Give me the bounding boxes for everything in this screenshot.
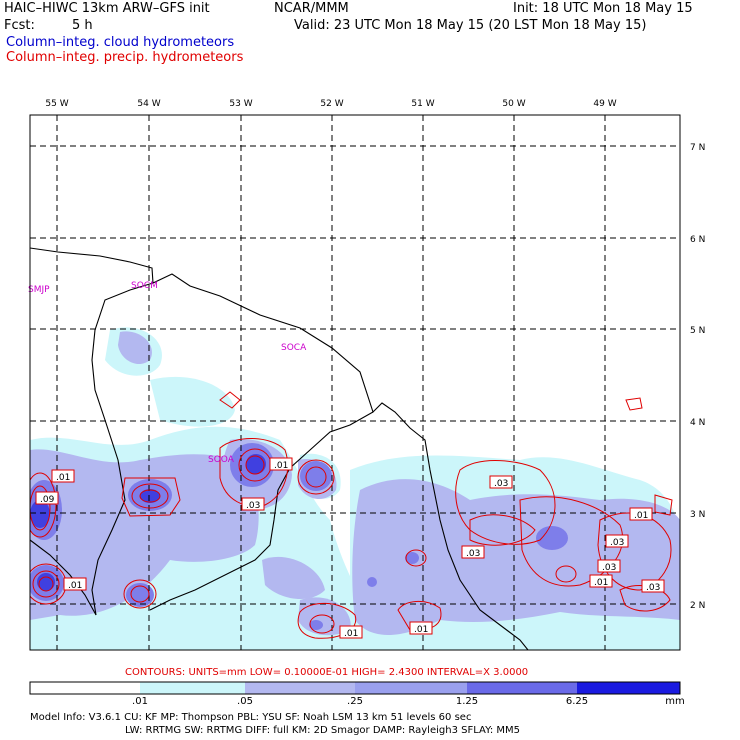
contour-label: .01 [269, 457, 293, 471]
contour-label: .03 [641, 579, 665, 593]
init-time: Init: 18 UTC Mon 18 May 15 [513, 1, 693, 16]
forecast-hour: 5 h [72, 18, 93, 33]
contour-label-text: .01 [68, 581, 82, 591]
contour-labels: .01 .09 .01 .01 .03 .01 .03 .01 .01 .03 … [35, 457, 665, 639]
contour-label-text: .03 [494, 479, 508, 489]
contour-label: .03 [605, 534, 629, 548]
lon-label: 50 W [502, 99, 525, 109]
lat-label: 7 N [690, 143, 705, 153]
station-labels: SMJP SOCM SOCA SOOA [28, 281, 307, 465]
contour-label: .01 [629, 507, 653, 521]
contour-label: .01 [51, 469, 75, 483]
longitude-labels: 55 W 54 W 53 W 52 W 51 W 50 W 49 W [45, 99, 616, 109]
station-socm: SOCM [131, 281, 158, 291]
contour-label: .01 [63, 577, 87, 591]
model-title: HAIC–HIWC 13km ARW–GFS init [4, 1, 210, 16]
contours-info: CONTOURS: UNITS=mm LOW= 0.10000E-01 HIGH… [125, 667, 529, 678]
contour-label-text: .01 [344, 629, 358, 639]
contour-label-text: .09 [40, 495, 55, 505]
model-info-line-2: LW: RRTMG SW: RRTMG DIFF: full KM: 2D Sm… [125, 725, 521, 736]
cloud-field-title: Column–integ. cloud hydrometeors [6, 35, 235, 50]
colorbar-tick: .25 [347, 696, 363, 707]
colorbar-tick: 1.25 [455, 696, 479, 707]
latitude-labels: 7 N 6 N 5 N 4 N 3 N 2 N [690, 143, 705, 611]
lat-label: 5 N [690, 326, 705, 336]
lat-label: 6 N [690, 235, 705, 245]
lon-label: 54 W [137, 99, 160, 109]
colorbar-tick: 6.25 [565, 696, 589, 707]
lon-label: 55 W [45, 99, 68, 109]
filled-hydrometeor-field [30, 327, 680, 650]
contour-label: .03 [489, 475, 513, 489]
valid-time: Valid: 23 UTC Mon 18 May 15 (20 LST Mon … [294, 18, 647, 33]
contour-label: .01 [589, 574, 613, 588]
contour-label: .03 [461, 545, 485, 559]
coastlines [30, 247, 529, 650]
contour-label-text: .01 [414, 625, 428, 635]
contour-label-text: .03 [646, 583, 660, 593]
lon-label: 52 W [320, 99, 343, 109]
lat-label: 4 N [690, 418, 705, 428]
contour-label: .03 [597, 559, 621, 573]
contour-label: .01 [339, 625, 363, 639]
colorbar-tick: .05 [237, 696, 253, 707]
station-smjp: SMJP [28, 285, 50, 295]
lat-label: 2 N [690, 601, 705, 611]
contour-label: .03 [241, 497, 265, 511]
lat-label: 3 N [690, 510, 705, 520]
precip-field-title: Column–integ. precip. hydrometeors [6, 50, 244, 65]
lon-label: 49 W [593, 99, 616, 109]
org-label: NCAR/MMM [274, 1, 349, 16]
colorbar [29, 681, 681, 695]
station-sooa: SOOA [208, 455, 235, 465]
contour-label-text: .03 [602, 563, 616, 573]
lon-label: 53 W [229, 99, 252, 109]
map-frame [29, 114, 681, 651]
contour-label-text: .03 [246, 501, 260, 511]
contour-label-text: .03 [466, 549, 480, 559]
contour-label: .09 [35, 491, 59, 505]
contour-label-text: .01 [594, 578, 608, 588]
contour-label-text: .01 [634, 511, 648, 521]
colorbar-unit: mm [665, 696, 685, 707]
contour-label: .01 [409, 621, 433, 635]
contour-label-text: .01 [56, 473, 70, 483]
station-soca: SOCA [281, 343, 307, 353]
contour-label-text: .01 [274, 461, 288, 471]
model-info-line-1: Model Info: V3.6.1 CU: KF MP: Thompson P… [30, 712, 472, 723]
colorbar-tick: .01 [132, 696, 148, 707]
forecast-label: Fcst: [4, 18, 35, 33]
lon-label: 51 W [411, 99, 434, 109]
contour-label-text: .03 [610, 538, 624, 548]
